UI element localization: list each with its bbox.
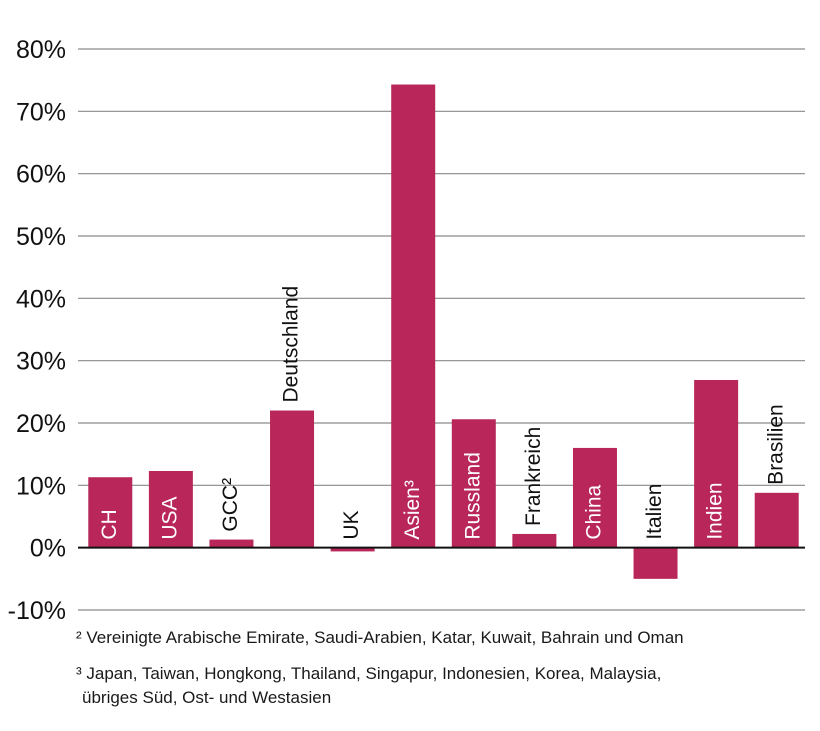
category-label: Brasilien (764, 404, 787, 485)
category-label: USA (158, 496, 181, 539)
y-tick-label: 10% (16, 472, 66, 500)
bar (330, 547, 375, 552)
y-tick-label: 30% (16, 348, 66, 376)
footnote-asien: ³ Japan, Taiwan, Hongkong, Thailand, Sin… (76, 662, 661, 710)
footnote-gcc-text: ² Vereinigte Arabische Emirate, Saudi-Ar… (76, 628, 684, 647)
bar (633, 547, 678, 579)
bar (88, 477, 133, 548)
y-tick-label: 40% (16, 285, 66, 313)
y-tick-label: 70% (16, 98, 66, 126)
bar (451, 419, 496, 548)
category-label: Frankreich (522, 427, 545, 526)
bar (391, 84, 436, 548)
y-axis-tick-labels: 80% 70% 60% 50% 40% 30% 20% 10% 0% -10% (8, 36, 66, 620)
bar-chart: 80% 70% 60% 50% 40% 30% 20% 10% 0% -10% CH USA GCC²… (8, 36, 805, 620)
category-label: UK (340, 510, 363, 539)
bar (572, 447, 617, 548)
bar (512, 533, 557, 548)
bar (694, 379, 739, 548)
bar (209, 539, 254, 548)
category-label: Asien³ (401, 480, 424, 540)
y-tick-label: 60% (16, 161, 66, 189)
category-label: CH (98, 509, 121, 539)
footnote-gcc: ² Vereinigte Arabische Emirate, Saudi-Ar… (76, 626, 684, 650)
y-tick-label: 50% (16, 223, 66, 251)
y-tick-label: 20% (16, 410, 66, 438)
category-label: Deutschland (280, 286, 303, 403)
category-label: China (583, 484, 606, 539)
category-label: GCC² (219, 478, 242, 532)
bar (754, 492, 799, 548)
category-label: Russland (461, 452, 484, 540)
bar (270, 410, 315, 548)
category-label: Italien (643, 484, 666, 540)
footnote-asien-line-2: übriges Süd, Ost- und Westasien (82, 688, 332, 707)
y-tick-label: -10% (8, 597, 66, 620)
bar (148, 470, 193, 548)
category-labels: CH USA GCC² Deutschland UK Asien³ Russland Fran… (98, 286, 787, 540)
footnote-asien-line-1: ³ Japan, Taiwan, Hongkong, Thailand, Sin… (76, 664, 662, 683)
y-tick-label: 0% (30, 535, 66, 563)
bars (88, 84, 799, 579)
category-label: Indien (704, 482, 727, 539)
y-tick-label: 80% (16, 36, 66, 64)
